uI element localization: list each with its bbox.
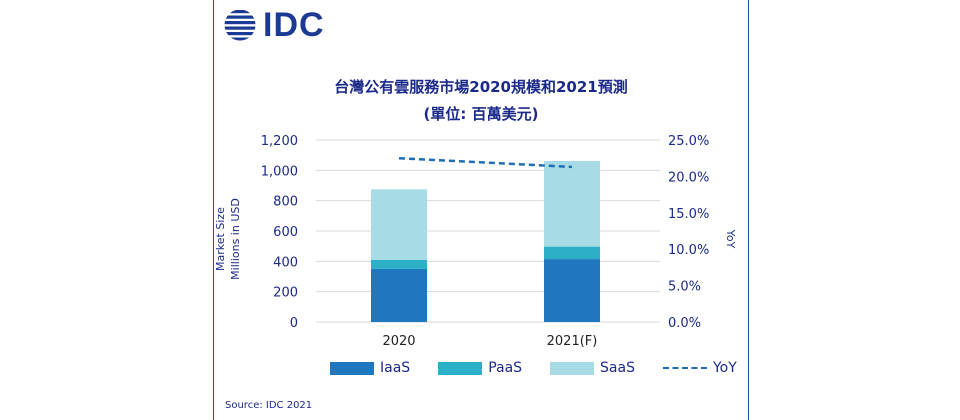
legend-item-iaas: IaaS <box>330 360 410 376</box>
y2-tick-label: 5.0% <box>668 280 701 295</box>
legend-label-iaas: IaaS <box>380 360 411 376</box>
source-note: Source: IDC 2021 <box>225 400 313 411</box>
logo-text: IDC <box>263 6 325 44</box>
bar-saas-1 <box>544 160 600 247</box>
bar-paas-0 <box>371 259 427 269</box>
chart-subtitle: (單位: 百萬美元) <box>423 105 539 123</box>
y-tick-label: 1,000 <box>261 164 298 179</box>
y-tick-label: 400 <box>273 255 298 270</box>
bar-iaas-0 <box>371 268 427 322</box>
y-tick-label: 200 <box>273 286 298 301</box>
y2-tick-label: 20.0% <box>668 170 709 185</box>
globe-icon <box>224 10 256 41</box>
idc-logo: IDC <box>223 8 325 42</box>
x-tick-label: 2020 <box>382 334 415 349</box>
y-tick-label: 1,200 <box>261 134 298 149</box>
legend-item-paas: PaaS <box>438 360 522 376</box>
y-tick-label: 600 <box>273 225 298 240</box>
chart-panel <box>213 0 749 420</box>
legend-swatch-iaas <box>330 361 374 375</box>
y2-tick-label: 15.0% <box>668 207 709 222</box>
legend-label-paas: PaaS <box>488 360 523 376</box>
bar-saas-0 <box>371 189 427 260</box>
y2-tick-label: 0.0% <box>668 316 701 331</box>
chart-title: 台灣公有雲服務市場2020規模和2021預測 <box>334 78 628 96</box>
legend-label-yoy: YoY <box>712 360 737 376</box>
y-tick-label: 0 <box>290 316 298 331</box>
bar-paas-1 <box>544 246 600 260</box>
legend-label-saas: SaaS <box>600 360 635 376</box>
y2-tick-label: 25.0% <box>668 134 709 149</box>
legend-swatch-yoy <box>662 367 707 369</box>
legend-swatch-saas <box>550 361 595 375</box>
x-tick-label: 2021(F) <box>547 334 598 349</box>
legend: IaaS PaaS SaaS YoY <box>330 360 765 376</box>
yoy-line <box>398 156 573 169</box>
legend-item-saas: SaaS <box>550 360 635 376</box>
y2-tick-label: 10.0% <box>668 243 709 258</box>
bar-iaas-1 <box>544 259 600 322</box>
legend-item-yoy: YoY <box>662 360 737 376</box>
y-tick-label: 800 <box>273 195 298 210</box>
legend-swatch-paas <box>438 361 483 375</box>
